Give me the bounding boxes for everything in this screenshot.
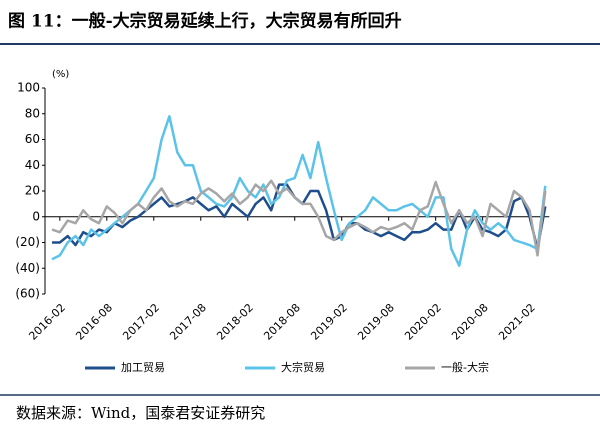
series-line bbox=[51, 179, 547, 257]
legend-label: 一般-大宗 bbox=[441, 360, 489, 374]
x-tick-label: 2017-02 bbox=[120, 301, 162, 343]
y-tick-label: 40 bbox=[25, 158, 40, 172]
x-tick-label: 2017-08 bbox=[167, 301, 209, 343]
y-tick-label: (40) bbox=[15, 261, 40, 275]
x-tick-label: 2018-02 bbox=[214, 301, 256, 343]
x-tick-label: 2019-08 bbox=[355, 301, 397, 343]
y-tick-label: 0 bbox=[32, 209, 40, 223]
x-tick-label: 2016-02 bbox=[26, 301, 68, 343]
chart-title: 图 11：一般-大宗贸易延续上行，大宗贸易有所回升 bbox=[8, 11, 402, 32]
y-tick-label: 100 bbox=[17, 81, 40, 95]
x-tick-label: 2018-08 bbox=[261, 301, 303, 343]
x-tick-label: 2020-08 bbox=[449, 301, 491, 343]
x-tick-label: 2021-02 bbox=[496, 301, 538, 343]
y-tick-label: 60 bbox=[25, 132, 40, 146]
x-tick-label: 2019-02 bbox=[308, 301, 350, 343]
y-tick-label: 80 bbox=[25, 106, 40, 120]
source: 数据来源：Wind，国泰君安证券研究 bbox=[16, 404, 265, 422]
y-tick-label: 20 bbox=[25, 184, 40, 198]
legend-label: 大宗贸易 bbox=[281, 360, 325, 374]
x-tick-label: 2020-02 bbox=[402, 301, 444, 343]
unit-label: (%) bbox=[52, 69, 69, 80]
x-tick-label: 2016-08 bbox=[73, 301, 115, 343]
y-tick-label: (20) bbox=[15, 235, 40, 249]
y-tick-label: (60) bbox=[15, 287, 40, 301]
series-line bbox=[51, 115, 547, 267]
legend-label: 加工贸易 bbox=[121, 361, 165, 374]
